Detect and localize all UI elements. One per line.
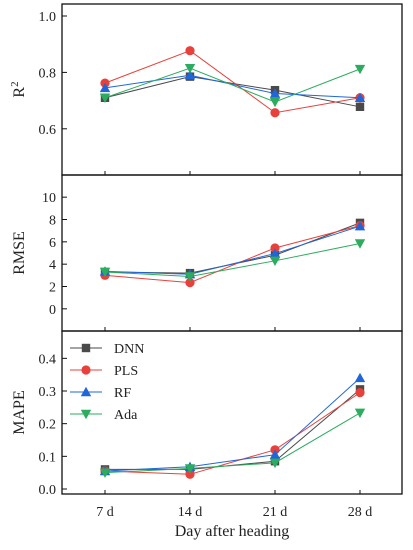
data-point xyxy=(354,92,366,102)
legend-item-rf: RF xyxy=(70,386,131,401)
panel-frame xyxy=(61,330,403,495)
y-tick-label: 0.0 xyxy=(39,483,57,498)
series-line xyxy=(105,388,361,470)
series-line xyxy=(104,392,361,475)
series-line xyxy=(104,74,361,99)
data-point xyxy=(99,93,111,103)
legend-marker xyxy=(80,386,92,397)
data-point xyxy=(99,82,111,93)
series-ada xyxy=(99,408,366,478)
x-tick-label: 7 d xyxy=(96,505,114,520)
data-point xyxy=(184,63,196,74)
y-axis-label: MAPE xyxy=(11,390,28,434)
legend-label: Ada xyxy=(114,408,138,423)
y-tick-label: 10 xyxy=(42,191,56,206)
x-tick-label: 14 d xyxy=(178,505,203,520)
y-tick-label: 4 xyxy=(49,258,56,273)
legend-label: RF xyxy=(114,386,131,401)
series-line xyxy=(104,76,361,108)
series-line xyxy=(104,377,361,472)
y-tick-label: 2 xyxy=(49,281,56,296)
series-line xyxy=(104,243,361,277)
y-tick-label: 0.1 xyxy=(39,450,57,465)
series-pls xyxy=(100,221,365,288)
series-line xyxy=(104,67,361,103)
y-tick-label: 0.8 xyxy=(39,66,57,81)
panel-rmse: 0 2 4 6 8 10 RMSE xyxy=(11,174,403,332)
data-point xyxy=(269,97,281,108)
legend-label: DNN xyxy=(114,342,144,357)
series-line xyxy=(104,225,361,284)
y-tick-label: 0.4 xyxy=(39,352,57,367)
data-point xyxy=(270,108,280,118)
legend-label: PLS xyxy=(114,364,138,379)
series-rf xyxy=(99,372,366,476)
y-axis-label-superscript: 2 xyxy=(9,81,21,87)
data-point xyxy=(184,464,196,474)
data-point xyxy=(354,239,366,249)
y-axis-label: R2 xyxy=(9,81,28,97)
data-point xyxy=(269,248,281,258)
series-dnn xyxy=(100,72,365,112)
legend-item-ada: Ada xyxy=(70,408,138,423)
series-line xyxy=(104,50,361,114)
y-axis-label: RMSE xyxy=(11,231,28,275)
legend-marker xyxy=(81,343,91,353)
legend-marker xyxy=(81,365,91,375)
series-line xyxy=(104,412,361,474)
data-point xyxy=(354,408,366,419)
panel-mape: 0.0 0.1 0.2 0.3 0.4 MAPE xyxy=(11,330,403,498)
series-rf xyxy=(99,70,366,102)
data-point xyxy=(185,277,195,288)
series-rf xyxy=(99,221,366,279)
series-ada xyxy=(99,239,366,282)
data-point xyxy=(354,64,366,75)
y-tick-label: 0.2 xyxy=(39,418,57,433)
y-tick-label: 0.3 xyxy=(39,385,57,400)
y-tick-label: 6 xyxy=(49,236,56,251)
data-point xyxy=(269,256,281,267)
data-point xyxy=(269,449,281,459)
panel-frame xyxy=(61,3,403,176)
y-tick-label: 8 xyxy=(49,214,56,229)
x-tick-label: 28 d xyxy=(348,505,373,520)
x-axis-label: Day after heading xyxy=(175,523,290,540)
legend-item-dnn: DNN xyxy=(70,342,144,357)
data-point xyxy=(99,468,111,478)
data-point xyxy=(354,372,366,383)
legend: DNN PLS RF Ada xyxy=(70,342,144,423)
y-tick-label: 1.0 xyxy=(39,10,57,25)
y-tick-label: 0.6 xyxy=(39,123,57,138)
legend-item-pls: PLS xyxy=(70,364,138,379)
series-ada xyxy=(99,63,366,108)
data-point xyxy=(355,102,365,112)
data-point xyxy=(185,46,195,56)
data-point xyxy=(99,267,111,278)
data-point xyxy=(354,221,366,231)
data-point xyxy=(269,458,281,469)
panel-r2: 0.6 0.8 1.0 R2 xyxy=(9,3,403,176)
data-point xyxy=(184,272,196,282)
legend-marker xyxy=(80,409,92,420)
series-pls xyxy=(100,46,365,118)
series-line xyxy=(104,225,361,275)
y-tick-label: 0 xyxy=(49,303,56,318)
data-point xyxy=(270,243,280,253)
data-point xyxy=(184,70,196,80)
x-tick-label: 21 d xyxy=(263,505,288,520)
data-point xyxy=(185,469,195,479)
panel-frame xyxy=(61,174,403,332)
data-point xyxy=(269,88,281,98)
data-point xyxy=(355,388,365,398)
